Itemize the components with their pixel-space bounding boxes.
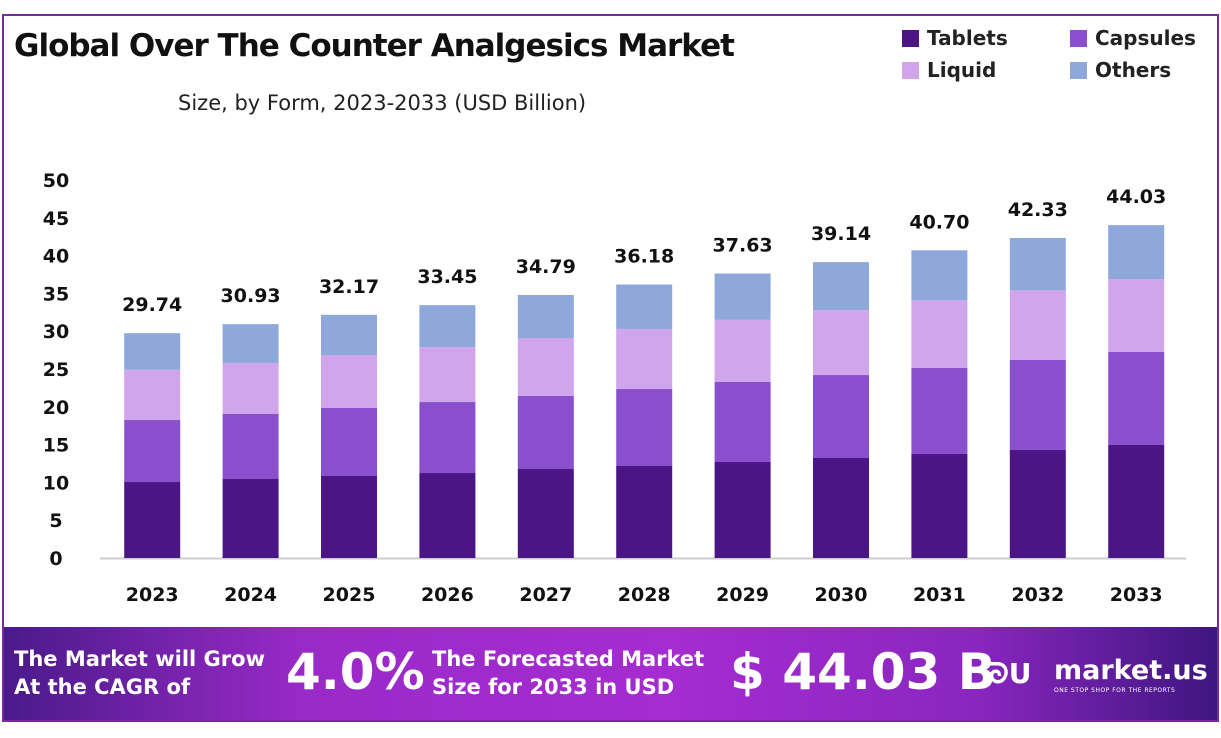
- legend-item-others: Others: [1070, 58, 1210, 82]
- total-data-label: 32.17: [319, 276, 379, 298]
- y-tick-label: 15: [43, 435, 69, 457]
- bar-segment-capsules: [419, 402, 476, 474]
- bar-segment-others: [124, 333, 181, 370]
- forecast-label: The Forecasted Market Size for 2033 in US…: [432, 647, 705, 699]
- market-us-logo-icon: ᘐU: [989, 657, 1032, 690]
- bar-segment-tablets: [616, 465, 673, 558]
- bar-segment-tablets: [1108, 444, 1165, 558]
- x-tick-label: 2024: [224, 584, 277, 606]
- bar-segment-others: [517, 294, 574, 339]
- bar-segment-tablets: [714, 461, 771, 558]
- x-tick-label: 2027: [519, 584, 572, 606]
- brand-tagline: ONE STOP SHOP FOR THE REPORTS: [1054, 687, 1176, 694]
- bar-segment-capsules: [714, 382, 771, 462]
- y-tick-label: 5: [49, 510, 62, 532]
- y-tick-label: 35: [43, 283, 69, 305]
- bar-segment-tablets: [321, 475, 377, 558]
- bar-segment-capsules: [616, 389, 673, 466]
- forecast-value: $ 44.03 B: [730, 643, 996, 701]
- total-data-label: 33.45: [417, 266, 477, 288]
- y-tick-label: 40: [43, 246, 69, 268]
- x-tick-label: 2023: [126, 584, 179, 606]
- y-tick-label: 30: [43, 321, 69, 343]
- total-data-label: 34.79: [516, 256, 576, 278]
- legend-item-capsules: Capsules: [1070, 26, 1210, 50]
- x-tick-label: 2025: [323, 584, 376, 606]
- bar-segment-liquid: [124, 369, 181, 421]
- bar-segment-tablets: [813, 457, 869, 558]
- y-tick-label: 20: [43, 397, 69, 419]
- brand-name: market.us: [1054, 655, 1208, 686]
- bar-segment-others: [321, 314, 377, 356]
- y-tick-label: 10: [43, 472, 69, 494]
- chart-frame: [2, 14, 1219, 722]
- bar-segment-liquid: [1108, 279, 1165, 352]
- bar-segment-liquid: [714, 319, 771, 383]
- total-data-label: 44.03: [1106, 186, 1166, 208]
- bar-segment-capsules: [517, 395, 574, 470]
- bar-segment-liquid: [1009, 290, 1066, 361]
- bar-segment-tablets: [1009, 449, 1066, 558]
- bar-segment-liquid: [517, 338, 574, 396]
- bar-segment-others: [714, 273, 771, 320]
- cagr-label: The Market will Grow At the CAGR of: [14, 647, 265, 699]
- total-data-label: 39.14: [811, 223, 871, 245]
- y-tick-label: 25: [43, 359, 69, 381]
- bar-segment-capsules: [321, 408, 377, 476]
- bar-segment-capsules: [1009, 360, 1066, 450]
- bar-segment-capsules: [911, 368, 968, 454]
- bar-segment-others: [813, 262, 869, 311]
- chart-title: Global Over The Counter Analgesics Marke…: [14, 28, 735, 64]
- bar-segment-liquid: [222, 362, 279, 414]
- total-data-label: 30.93: [221, 285, 281, 307]
- x-tick-label: 2028: [618, 584, 671, 606]
- bar-segment-tablets: [419, 473, 476, 558]
- bar-segment-liquid: [616, 328, 673, 390]
- bar-segment-others: [911, 250, 968, 301]
- bar-segment-tablets: [222, 478, 279, 558]
- bar-segment-capsules: [222, 413, 279, 479]
- x-tick-label: 2026: [421, 584, 474, 606]
- bar-segment-others: [616, 284, 673, 329]
- bar-segment-liquid: [321, 355, 377, 409]
- legend-item-liquid: Liquid: [902, 58, 1070, 82]
- bar-chart: 0510152025303540455029.74202330.93202432…: [43, 170, 1186, 606]
- legend: Tablets Capsules Liquid Others: [902, 26, 1212, 82]
- y-tick-label: 45: [43, 208, 69, 230]
- x-tick-label: 2029: [716, 584, 769, 606]
- bar-segment-tablets: [911, 453, 968, 558]
- x-tick-label: 2033: [1110, 584, 1163, 606]
- total-data-label: 37.63: [713, 235, 773, 257]
- bar-segment-others: [1108, 225, 1165, 280]
- total-data-label: 40.70: [909, 211, 969, 233]
- footer-banner: The Market will Grow At the CAGR of 4.0% …: [4, 627, 1217, 720]
- bar-segment-tablets: [124, 482, 181, 558]
- x-tick-label: 2031: [913, 584, 966, 606]
- bar-segment-others: [222, 324, 279, 363]
- x-tick-label: 2030: [815, 584, 868, 606]
- bar-segment-others: [1009, 237, 1066, 291]
- bar-segment-liquid: [813, 310, 869, 376]
- x-tick-label: 2032: [1011, 584, 1064, 606]
- total-data-label: 36.18: [614, 245, 674, 267]
- bar-segment-liquid: [419, 347, 476, 403]
- legend-item-tablets: Tablets: [902, 26, 1070, 50]
- chart-subtitle: Size, by Form, 2023-2033 (USD Billion): [178, 91, 587, 115]
- total-data-label: 29.74: [122, 294, 182, 316]
- bar-segment-capsules: [124, 420, 181, 483]
- bar-segment-capsules: [813, 375, 869, 458]
- bar-segment-tablets: [517, 469, 574, 558]
- total-data-label: 42.33: [1008, 199, 1068, 221]
- bar-segment-others: [419, 305, 476, 348]
- y-tick-label: 0: [49, 548, 62, 570]
- bar-segment-liquid: [911, 300, 968, 369]
- cagr-value: 4.0%: [286, 643, 425, 701]
- y-tick-label: 50: [43, 170, 69, 192]
- bar-segment-capsules: [1108, 351, 1165, 445]
